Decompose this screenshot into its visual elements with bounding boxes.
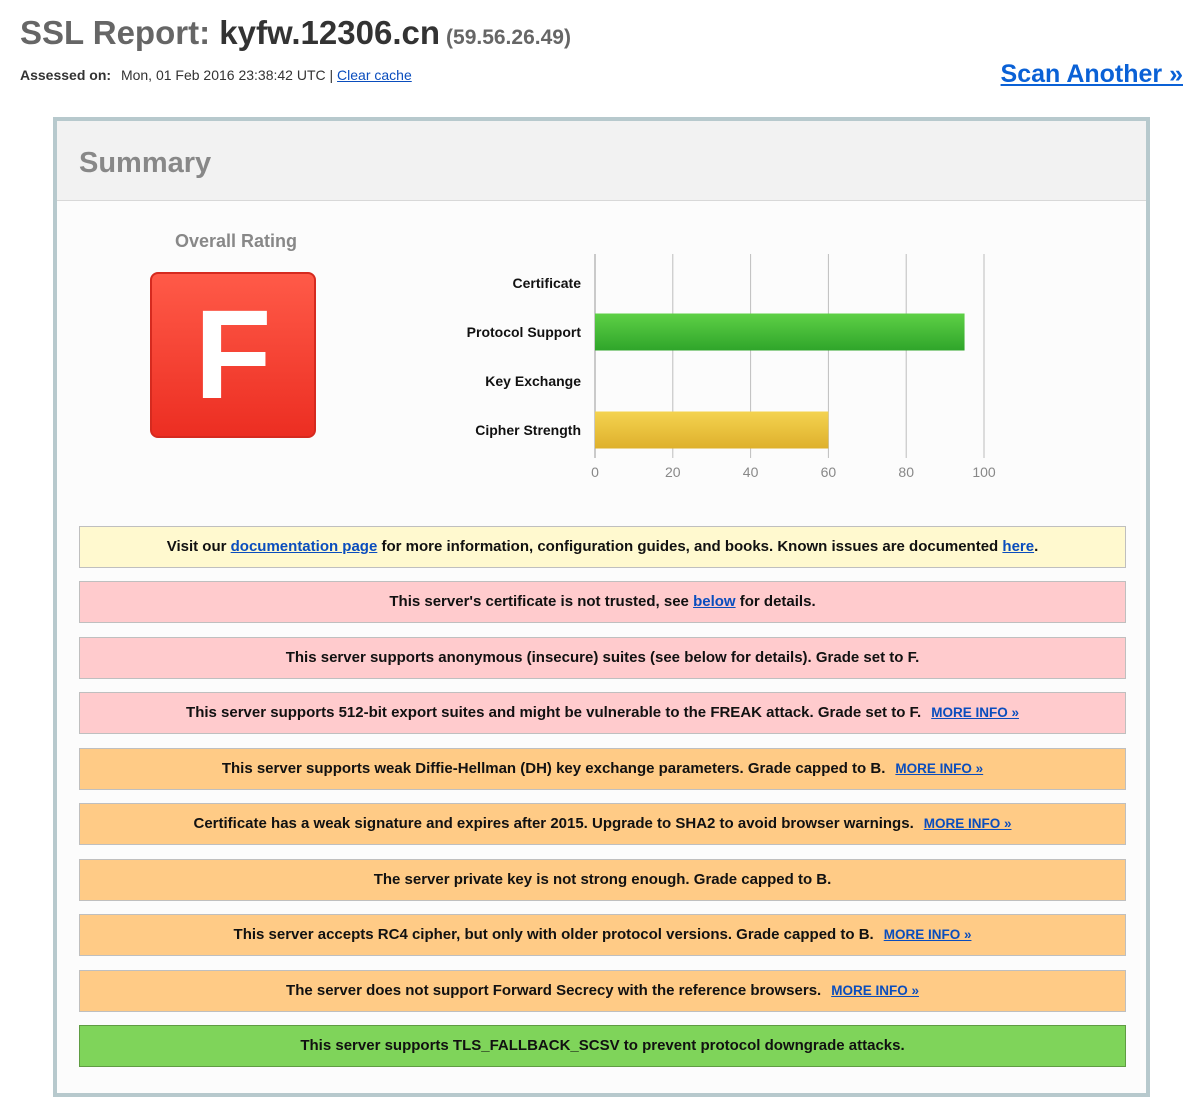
- notice-text: This server supports 512-bit export suit…: [186, 704, 922, 721]
- x-tick-label: 0: [591, 464, 599, 480]
- scan-another-link[interactable]: Scan Another »: [1000, 60, 1183, 88]
- assessed-label: Assessed on:: [20, 67, 112, 83]
- assessed-date: Mon, 01 Feb 2016 23:38:42 UTC: [120, 67, 326, 83]
- x-tick-label: 40: [743, 464, 759, 480]
- bar-cipher-strength: [595, 411, 829, 449]
- more-info-link[interactable]: MORE INFO »: [923, 816, 1012, 831]
- notice-orange: The server private key is not strong eno…: [79, 859, 1126, 901]
- host-name: kyfw.12306.cn: [219, 14, 441, 51]
- x-tick-label: 80: [898, 464, 914, 480]
- notice-text: Visit our: [166, 538, 231, 555]
- title-prefix: SSL Report:: [20, 14, 211, 51]
- notice-text: The server private key is not strong eno…: [373, 871, 832, 888]
- category-label: Key Exchange: [485, 373, 581, 389]
- notice-link[interactable]: documentation page: [230, 538, 378, 555]
- notice-orange: Certificate has a weak signature and exp…: [79, 803, 1126, 845]
- notice-text: Certificate has a weak signature and exp…: [193, 815, 914, 832]
- notice-text: The server does not support Forward Secr…: [286, 982, 822, 999]
- x-tick-label: 60: [821, 464, 837, 480]
- clear-cache-link[interactable]: Clear cache: [337, 67, 412, 83]
- notice-text: .: [1034, 538, 1039, 555]
- notice-text: This server accepts RC4 cipher, but only…: [233, 926, 874, 943]
- notice-green: This server supports TLS_FALLBACK_SCSV t…: [79, 1025, 1126, 1067]
- notice-text: for details.: [735, 593, 816, 610]
- notice-text: This server supports TLS_FALLBACK_SCSV t…: [300, 1037, 905, 1054]
- category-label: Cipher Strength: [475, 422, 581, 438]
- notice-text: This server supports weak Diffie-Hellman…: [221, 760, 886, 777]
- assessed-line: Assessed on: Mon, 01 Feb 2016 23:38:42 U…: [20, 67, 412, 83]
- summary-header: Summary: [57, 121, 1146, 201]
- host-ip: (59.56.26.49): [446, 26, 571, 49]
- notice-pink: This server supports 512-bit export suit…: [79, 692, 1126, 734]
- notice-text: This server supports anonymous (insecure…: [285, 649, 920, 666]
- grade-letter: F: [194, 284, 272, 425]
- notice-yellow: Visit our documentation page for more in…: [79, 526, 1126, 568]
- bar-protocol-support: [595, 313, 965, 351]
- notice-orange: The server does not support Forward Secr…: [79, 970, 1126, 1012]
- notice-pink: This server supports anonymous (insecure…: [79, 637, 1126, 679]
- x-tick-label: 20: [665, 464, 681, 480]
- grade-badge: F: [150, 272, 316, 438]
- more-info-link[interactable]: MORE INFO »: [883, 927, 972, 942]
- summary-title: Summary: [79, 147, 212, 179]
- separator: |: [329, 67, 334, 83]
- category-label: Certificate: [513, 275, 582, 291]
- page-title: SSL Report: kyfw.12306.cn (59.56.26.49): [20, 14, 571, 52]
- more-info-link[interactable]: MORE INFO »: [831, 983, 919, 998]
- notice-orange: This server accepts RC4 cipher, but only…: [79, 914, 1126, 956]
- notice-orange: This server supports weak Diffie-Hellman…: [79, 748, 1126, 790]
- notice-link[interactable]: below: [693, 593, 736, 610]
- notice-text: for more information, configuration guid…: [377, 538, 1003, 555]
- x-tick-label: 100: [972, 464, 996, 480]
- overall-rating-label: Overall Rating: [175, 231, 298, 251]
- rating-chart: 0 20 40 60 80 100 Certificate Protocol Support K…: [467, 254, 996, 480]
- notice-pink: This server's certificate is not trusted…: [79, 581, 1126, 623]
- more-info-link[interactable]: MORE INFO »: [931, 705, 1019, 720]
- more-info-link[interactable]: MORE INFO »: [895, 761, 984, 776]
- category-label: Protocol Support: [467, 324, 582, 340]
- notice-text: This server's certificate is not trusted…: [389, 593, 694, 610]
- notice-link[interactable]: here: [1002, 538, 1035, 555]
- summary-panel: Summary Overall Rating F 0 20 40 60 80 100 Cer…: [53, 117, 1150, 1097]
